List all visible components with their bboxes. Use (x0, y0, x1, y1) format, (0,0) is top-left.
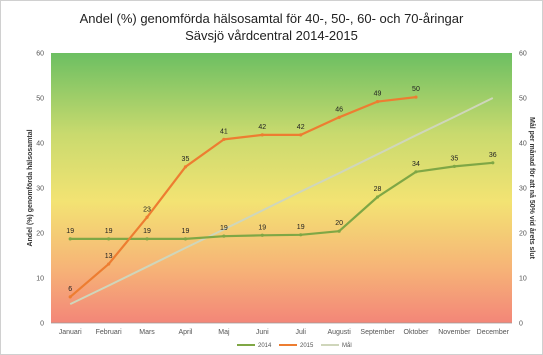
x-tick-label: Januari (59, 329, 82, 336)
data-label: 23 (143, 206, 151, 213)
data-label: 6 (68, 286, 72, 293)
x-tick-label: December (477, 329, 510, 336)
y2-tick-label: 50 (519, 96, 527, 103)
legend-label: Mål (342, 342, 352, 349)
data-point (222, 137, 226, 141)
data-label: 42 (258, 124, 266, 131)
data-point (107, 262, 111, 266)
data-point (375, 100, 380, 104)
legend-label: 2015 (300, 343, 314, 349)
legend: 2014 2015 Mål (237, 342, 352, 349)
data-label: 50 (412, 86, 420, 93)
data-label: 19 (220, 225, 228, 232)
y-tick-label: 40 (36, 141, 44, 148)
data-label: 28 (374, 186, 382, 193)
data-point (145, 215, 149, 219)
series-line-mal (69, 97, 494, 306)
data-point (222, 234, 226, 238)
data-label: 36 (489, 152, 497, 159)
x-tick-label: April (178, 329, 192, 336)
series-line-2015 (69, 96, 417, 298)
y2-axis-label: Mål per månad för att nå 50% vid årets s… (528, 117, 536, 260)
data-label: 46 (335, 106, 343, 113)
data-point (414, 170, 418, 174)
series-line-2014 (70, 161, 493, 240)
data-point (337, 229, 341, 233)
data-label: 19 (258, 224, 266, 231)
data-point (414, 95, 418, 99)
data-point (299, 233, 303, 237)
data-label: 19 (143, 228, 151, 235)
x-tick-label: Augusti (327, 329, 351, 336)
y-tick-label: 0 (40, 321, 44, 328)
y-tick-label: 30 (36, 186, 44, 193)
data-label: 13 (105, 253, 113, 260)
chart-subtitle: Sävsjö vårdcentral 2014-2015 (185, 28, 358, 43)
data-label: 42 (297, 124, 305, 131)
y-tick-label: 50 (36, 96, 44, 103)
y-axis-label: Andel (%) genomförda hälsosamtal (27, 129, 34, 246)
x-tick-label: Mars (139, 329, 155, 336)
data-point (68, 237, 72, 241)
y2-tick-label: 10 (519, 276, 527, 283)
x-tick-label: September (360, 329, 395, 336)
y-tick-label: 10 (36, 276, 44, 283)
data-label: 35 (450, 155, 458, 162)
data-point (183, 237, 188, 241)
y-tick-label: 20 (36, 231, 44, 238)
data-labels: 19 19 19 19 19 19 19 20 28 34 35 36 6 13 23 35 41 42 42 46 4… (66, 86, 496, 293)
data-label: 19 (66, 228, 74, 235)
x-tick-label: November (438, 329, 471, 336)
y-axis-ticks: 0 10 20 30 40 50 60 (36, 51, 44, 328)
y2-tick-label: 30 (519, 186, 527, 193)
y-tick-label: 60 (36, 51, 44, 58)
data-point (260, 233, 264, 237)
x-tick-label: Maj (218, 329, 230, 336)
data-point (375, 195, 380, 199)
chart-title-block: Andel (%) genomförda hälsosamtal för 40-… (0, 10, 543, 44)
y2-axis-ticks: 0 10 20 30 40 50 60 (519, 51, 527, 328)
chart-title: Andel (%) genomförda hälsosamtal för 40-… (79, 11, 464, 26)
x-tick-label: Oktober (404, 329, 430, 336)
data-point (452, 164, 456, 168)
data-point (68, 295, 72, 299)
data-label: 41 (220, 128, 228, 135)
data-point (491, 161, 495, 165)
data-label: 34 (412, 161, 420, 168)
data-point (337, 115, 341, 119)
data-point (299, 133, 303, 137)
data-label: 35 (182, 156, 190, 163)
data-point (107, 237, 111, 241)
data-label: 19 (105, 228, 113, 235)
x-axis-ticks: Januari Februari Mars April Maj Juni Juli Augus… (59, 329, 510, 336)
y2-tick-label: 60 (519, 51, 527, 58)
x-tick-label: Februari (96, 329, 123, 336)
data-point (145, 237, 149, 241)
series-lines (68, 95, 495, 306)
y2-tick-label: 0 (519, 321, 523, 328)
data-point (183, 165, 188, 169)
y2-tick-label: 20 (519, 231, 527, 238)
legend-label: 2014 (258, 343, 272, 349)
y2-tick-label: 40 (519, 141, 527, 148)
x-tick-label: Juni (256, 329, 269, 336)
data-label: 19 (297, 224, 305, 231)
data-label: 19 (182, 228, 190, 235)
data-point (260, 133, 264, 137)
data-label: 20 (335, 220, 343, 227)
plot-area (51, 53, 512, 323)
data-label: 49 (374, 91, 382, 98)
x-tick-label: Juli (295, 329, 306, 336)
